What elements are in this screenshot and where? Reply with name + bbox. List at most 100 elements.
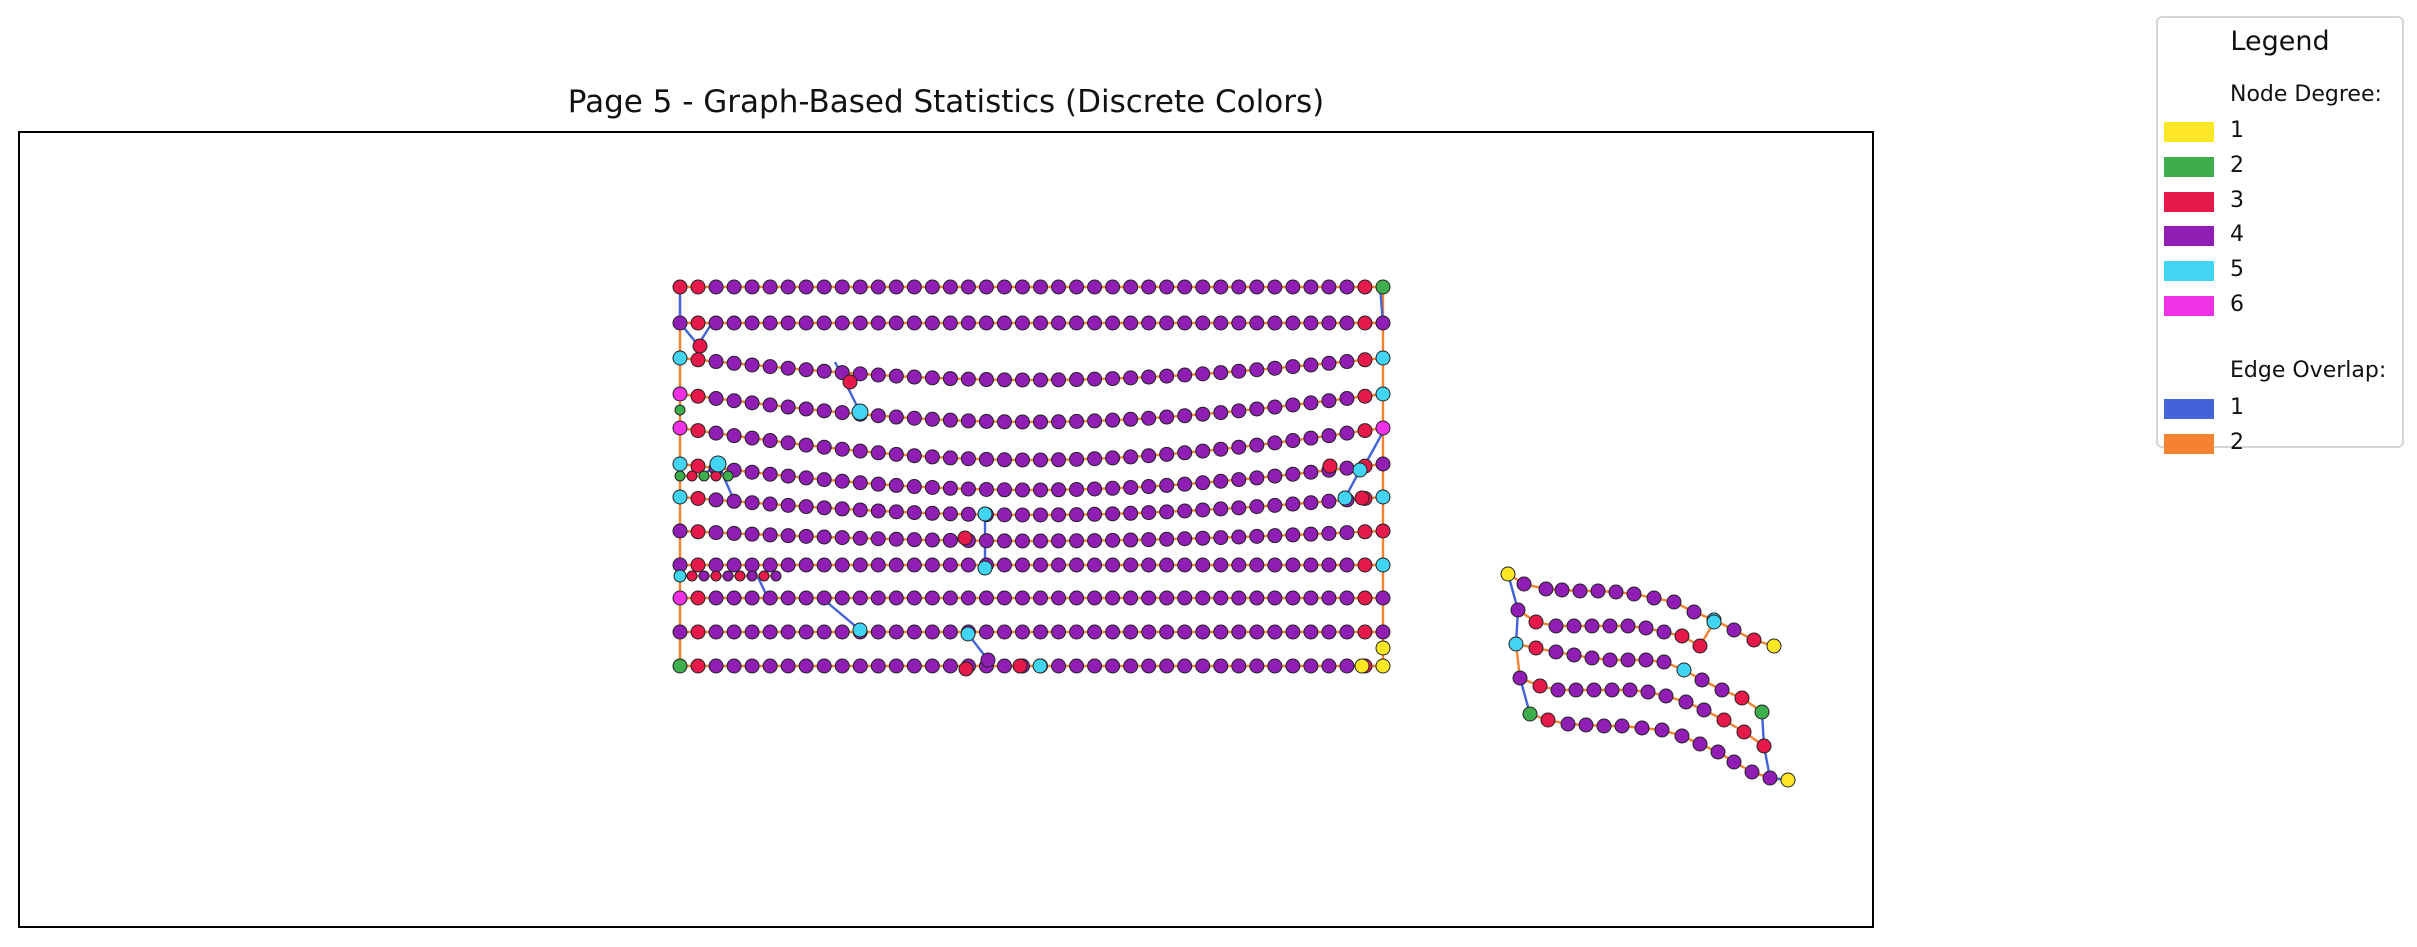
graph-node-degree-2 xyxy=(698,470,710,482)
graph-node-degree-4 xyxy=(942,450,958,466)
graph-node-degree-4 xyxy=(1087,624,1103,640)
graph-node-degree-4 xyxy=(1069,624,1085,640)
graph-node-degree-6 xyxy=(1375,420,1391,436)
graph-node-degree-4 xyxy=(1726,622,1742,638)
graph-node-degree-4 xyxy=(1285,624,1301,640)
graph-node-degree-4 xyxy=(1141,279,1157,295)
graph-node-degree-4 xyxy=(744,495,760,511)
graph-node-degree-4 xyxy=(924,658,940,674)
graph-node-degree-4 xyxy=(1033,372,1049,388)
graph-node-degree-4 xyxy=(798,499,814,515)
graph-node-degree-4 xyxy=(1267,528,1283,544)
graph-node-degree-4 xyxy=(1249,658,1265,674)
graph-node-degree-4 xyxy=(1231,439,1247,455)
graph-node-degree-6 xyxy=(672,386,688,402)
graph-node-degree-4 xyxy=(798,624,814,640)
graph-node-degree-4 xyxy=(1123,557,1139,573)
graph-node-degree-4 xyxy=(942,532,958,548)
legend-label: 4 xyxy=(2230,222,2244,247)
graph-node-degree-4 xyxy=(1626,586,1642,602)
graph-node-degree-4 xyxy=(1141,532,1157,548)
graph-node-degree-4 xyxy=(1141,410,1157,426)
graph-node-degree-4 xyxy=(942,590,958,606)
graph-node-degree-4 xyxy=(1014,590,1030,606)
graph-node-degree-5 xyxy=(1508,636,1524,652)
graph-node-degree-4 xyxy=(1051,590,1067,606)
graph-node-degree-4 xyxy=(1051,624,1067,640)
graph-node-degree-4 xyxy=(816,403,832,419)
graph-node-degree-3 xyxy=(1357,388,1373,404)
graph-node-degree-4 xyxy=(1285,590,1301,606)
graph-node-degree-4 xyxy=(798,470,814,486)
graph-node-degree-4 xyxy=(1654,722,1670,738)
graph-node-degree-4 xyxy=(1339,460,1355,476)
graph-node-degree-4 xyxy=(888,477,904,493)
graph-node-degree-4 xyxy=(1087,451,1103,467)
graph-node-degree-4 xyxy=(1123,505,1139,521)
graph-node-degree-2 xyxy=(1375,279,1391,295)
graph-node-degree-4 xyxy=(996,533,1012,549)
graph-node-degree-2 xyxy=(674,404,686,416)
graph-node-degree-4 xyxy=(1554,582,1570,598)
graph-node-degree-3 xyxy=(1734,690,1750,706)
graph-node-degree-4 xyxy=(1051,482,1067,498)
graph-node-degree-4 xyxy=(906,590,922,606)
graph-node-degree-4 xyxy=(1087,658,1103,674)
graph-node-degree-4 xyxy=(870,658,886,674)
graph-node-degree-4 xyxy=(1105,532,1121,548)
graph-node-degree-4 xyxy=(1195,279,1211,295)
graph-node-degree-4 xyxy=(996,624,1012,640)
graph-node-degree-4 xyxy=(1141,369,1157,385)
graph-node-degree-4 xyxy=(1602,652,1618,668)
graph-node-degree-2 xyxy=(672,658,688,674)
graph-node-degree-4 xyxy=(888,658,904,674)
graph-node-degree-4 xyxy=(906,557,922,573)
graph-node-degree-4 xyxy=(1051,414,1067,430)
graph-node-degree-4 xyxy=(708,425,724,441)
graph-node-degree-4 xyxy=(852,502,868,518)
graph-node-degree-4 xyxy=(942,658,958,674)
graph-node-degree-4 xyxy=(744,557,760,573)
graph-node-degree-4 xyxy=(1249,279,1265,295)
graph-node-degree-4 xyxy=(834,279,850,295)
graph-node-degree-4 xyxy=(1141,557,1157,573)
graph-node-degree-4 xyxy=(708,590,724,606)
graph-node-degree-3 xyxy=(1716,712,1732,728)
graph-node-degree-4 xyxy=(798,658,814,674)
graph-node-degree-4 xyxy=(1658,688,1674,704)
graph-node-degree-4 xyxy=(1141,479,1157,495)
legend-label: 6 xyxy=(2230,292,2244,317)
graph-node-degree-1 xyxy=(1354,658,1370,674)
graph-node-degree-4 xyxy=(1087,481,1103,497)
graph-node-degree-5 xyxy=(1375,557,1391,573)
graph-node-degree-2 xyxy=(1754,704,1770,720)
graph-node-degree-4 xyxy=(1678,694,1694,710)
graph-node-degree-4 xyxy=(1375,590,1391,606)
graph-node-degree-4 xyxy=(816,529,832,545)
graph-node-degree-4 xyxy=(1195,406,1211,422)
graph-node-degree-4 xyxy=(960,590,976,606)
graph-node-degree-3 xyxy=(1357,315,1373,331)
graph-node-degree-3 xyxy=(690,423,706,439)
graph-node-degree-4 xyxy=(1249,401,1265,417)
graph-node-degree-4 xyxy=(1640,684,1656,700)
graph-node-degree-5 xyxy=(1676,662,1692,678)
graph-node-degree-4 xyxy=(834,557,850,573)
graph-node-degree-4 xyxy=(1213,624,1229,640)
graph-node-degree-4 xyxy=(1666,594,1682,610)
graph-node-degree-4 xyxy=(906,624,922,640)
graph-node-degree-4 xyxy=(770,570,782,582)
graph-node-degree-4 xyxy=(762,279,778,295)
graph-node-degree-4 xyxy=(1051,658,1067,674)
graph-node-degree-4 xyxy=(978,372,994,388)
graph-node-degree-4 xyxy=(1159,446,1175,462)
graph-node-degree-3 xyxy=(1354,490,1370,506)
graph-node-degree-4 xyxy=(1303,658,1319,674)
graph-node-degree-4 xyxy=(1267,468,1283,484)
graph-node-degree-4 xyxy=(1231,279,1247,295)
graph-node-degree-3 xyxy=(1357,624,1373,640)
graph-node-degree-3 xyxy=(1357,423,1373,439)
chart-title: Page 5 - Graph-Based Statistics (Discret… xyxy=(567,84,1325,120)
graph-node-degree-4 xyxy=(726,624,742,640)
graph-node-degree-4 xyxy=(780,468,796,484)
